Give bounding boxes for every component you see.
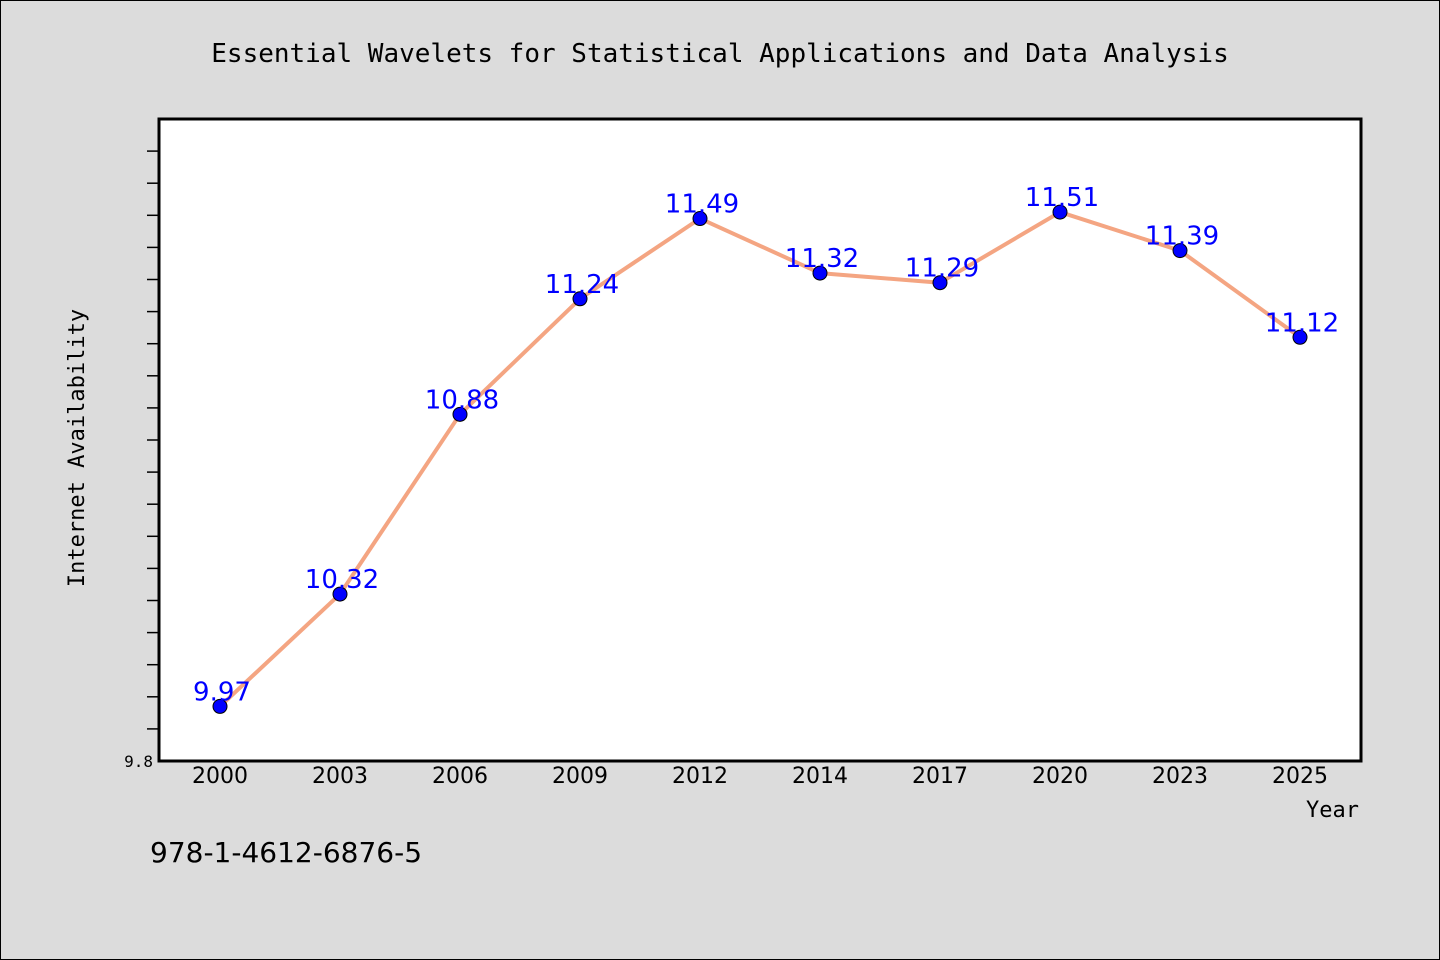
- data-label: 11.39: [1145, 222, 1219, 252]
- data-label: 9.97: [193, 677, 251, 707]
- x-axis-label: Year: [1306, 798, 1359, 823]
- x-tick-label: 2023: [1152, 764, 1208, 789]
- data-label: 10.32: [305, 565, 379, 595]
- y-axis-label: Internet Availability: [65, 309, 90, 587]
- data-point-marker: [452, 406, 468, 422]
- data-label: 11.12: [1265, 308, 1339, 338]
- x-tick-label: 2000: [192, 764, 248, 789]
- data-point-marker: [932, 275, 948, 291]
- data-point-marker: [1052, 204, 1068, 220]
- x-tick-label: 2017: [912, 764, 968, 789]
- data-point-marker: [332, 586, 348, 602]
- footnote-isbn: 978-1-4612-6876-5: [150, 836, 422, 869]
- x-tick-label: 2014: [792, 764, 848, 789]
- data-label: 11.24: [545, 270, 619, 300]
- data-label: 11.51: [1025, 183, 1099, 213]
- x-tick-label: 2009: [552, 764, 608, 789]
- x-tick-label: 2020: [1032, 764, 1088, 789]
- data-label: 10.88: [425, 385, 499, 415]
- data-point-marker: [1172, 243, 1188, 259]
- data-label: 11.49: [665, 190, 739, 220]
- data-labels: 9.97 10.32 10.88 11.24 11.49 11.32 11.29 11.51 1…: [193, 183, 1339, 707]
- data-label: 11.29: [905, 254, 979, 284]
- data-point-marker: [572, 291, 588, 307]
- y-axis-tick-labels: 9.8: [124, 752, 153, 771]
- x-tick-label: 2003: [312, 764, 368, 789]
- x-tick-label: 2025: [1272, 764, 1328, 789]
- series-line: [218, 210, 1302, 709]
- data-point-marker: [812, 265, 828, 281]
- x-tick-label: 2012: [672, 764, 728, 789]
- data-label: 11.32: [785, 244, 859, 274]
- x-axis-tick-labels: 2000 2003 2006 2009 2012 2014 2017 2020 2023 2025: [192, 764, 1328, 789]
- y-tick-label: 9.8: [124, 752, 153, 771]
- x-tick-label: 2006: [432, 764, 488, 789]
- data-point-marker: [212, 698, 228, 714]
- series-markers: [212, 204, 1308, 714]
- plot-area: [157, 117, 1363, 763]
- chart-title: Essential Wavelets for Statistical Appli…: [211, 39, 1228, 69]
- y-axis-ticks: [147, 150, 159, 730]
- data-point-marker: [692, 211, 708, 227]
- data-point-marker: [1292, 329, 1308, 345]
